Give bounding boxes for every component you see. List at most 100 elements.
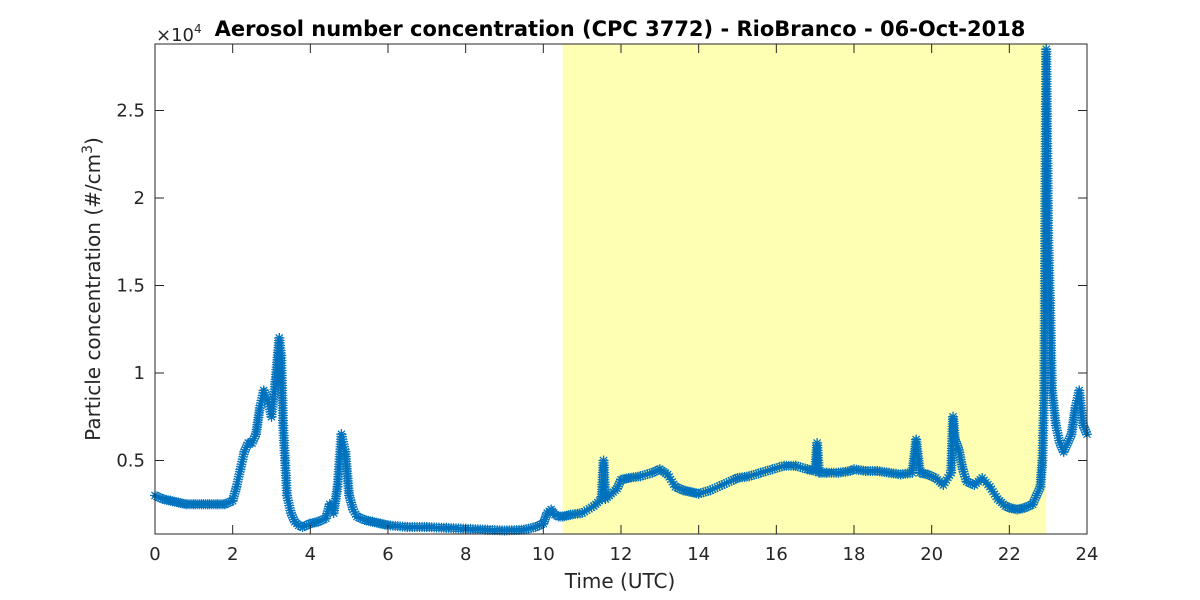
data-point [1058, 446, 1069, 457]
data-point [860, 466, 871, 476]
data-point [276, 350, 287, 361]
data-point [324, 499, 335, 510]
x-tick-label: 0 [149, 544, 160, 565]
x-tick-label: 20 [920, 544, 943, 565]
data-point [351, 511, 362, 522]
data-point [1066, 429, 1077, 440]
x-tick-label: 12 [610, 544, 633, 565]
data-point [538, 518, 549, 529]
data-point [340, 446, 351, 457]
data-point [441, 522, 452, 533]
data-point [883, 467, 894, 478]
data-point [336, 429, 347, 440]
y-exponent-label: ×104 [156, 22, 202, 46]
x-tick-label: 24 [1076, 544, 1099, 565]
data-point [612, 483, 623, 494]
data-point [598, 455, 609, 466]
x-tick-label: 16 [765, 544, 788, 565]
data-point [907, 467, 918, 478]
shaded-region-rect [562, 44, 1047, 534]
data-point [1027, 499, 1038, 510]
data-point [623, 473, 634, 483]
data-point [693, 488, 704, 499]
data-point [949, 434, 960, 445]
data-point [499, 525, 510, 536]
y-ticks: 0.5 1 1.5 2 2.5 [116, 101, 1087, 472]
data-point [235, 464, 246, 475]
data-point [647, 467, 658, 478]
data-point [1054, 438, 1065, 448]
data-point [953, 445, 964, 455]
data-point [1000, 501, 1011, 511]
series-markers [150, 44, 1092, 536]
y-tick-label: 1 [134, 363, 145, 384]
data-point [1041, 44, 1052, 55]
data-point [328, 508, 339, 518]
data-point [616, 474, 626, 485]
data-point [320, 513, 331, 524]
data-point [744, 471, 755, 482]
data-point [239, 446, 250, 457]
data-point [332, 481, 343, 492]
data-point [1078, 420, 1089, 431]
data-point [367, 516, 378, 527]
data-point [1043, 228, 1054, 238]
data-point [1050, 420, 1061, 431]
data-point [231, 481, 242, 492]
data-point [948, 411, 959, 422]
data-point [274, 333, 285, 343]
data-point [546, 504, 557, 515]
data-point [219, 499, 230, 510]
data-point [977, 473, 988, 483]
data-point [845, 466, 856, 476]
y-exponent-power: 4 [194, 22, 202, 36]
data-point [173, 497, 184, 508]
data-point [254, 403, 265, 413]
x-tick-label: 10 [532, 544, 555, 565]
data-point [1019, 502, 1030, 513]
data-point [814, 467, 825, 478]
data-point [270, 376, 281, 387]
data-point [280, 455, 291, 466]
data-point [821, 467, 832, 478]
data-point [344, 490, 355, 501]
data-point [957, 464, 968, 475]
data-point [790, 460, 801, 471]
data-point [348, 504, 359, 515]
data-point [157, 494, 168, 504]
data-point [685, 487, 696, 497]
data-point [266, 411, 277, 422]
data-point [915, 467, 926, 478]
data-point [705, 485, 716, 496]
data-point [375, 518, 386, 529]
data-point [196, 499, 207, 510]
data-point [1070, 403, 1081, 413]
data-point [654, 464, 665, 475]
data-point [678, 485, 689, 496]
data-point [732, 473, 743, 483]
data-point [480, 524, 491, 535]
data-point [227, 495, 238, 506]
data-point [728, 474, 739, 485]
data-point [1037, 455, 1048, 466]
y-tick-label: 2.5 [116, 101, 145, 122]
data-point [946, 467, 957, 478]
x-tick-label: 6 [382, 544, 393, 565]
data-point [305, 518, 316, 529]
y-axis-label: Particle concentration (#/cm3) [80, 137, 105, 441]
data-point [849, 464, 859, 475]
data-point [635, 471, 646, 482]
data-point [969, 480, 980, 490]
data-point [600, 494, 611, 504]
data-point [895, 469, 906, 480]
data-point [402, 522, 413, 532]
data-point [833, 467, 844, 478]
data-point [421, 522, 432, 532]
data-point [204, 499, 215, 510]
x-ticks: 0 2 4 6 8 10 12 14 16 18 20 22 24 [149, 44, 1098, 565]
data-point [1012, 504, 1023, 515]
x-tick-label: 18 [843, 544, 866, 565]
data-point [767, 464, 778, 475]
data-point [549, 509, 560, 520]
data-point [911, 434, 922, 445]
